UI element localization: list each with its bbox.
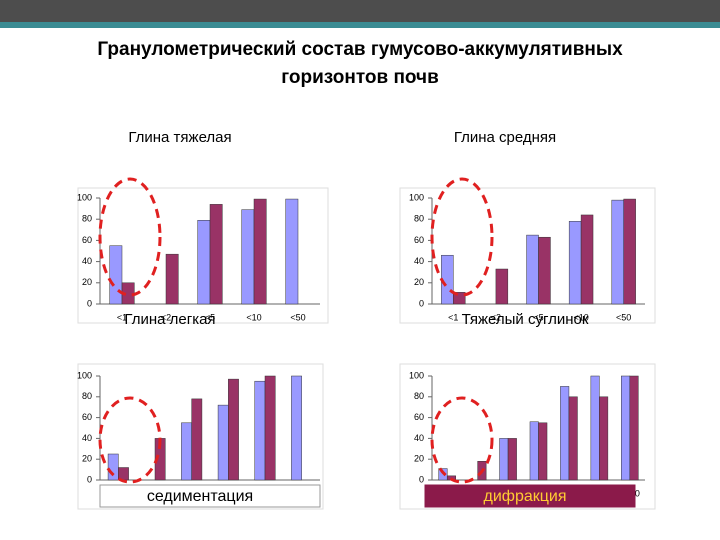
header-stripe: [0, 22, 720, 28]
y-tick-label: 100: [409, 192, 424, 202]
y-tick-label: 80: [82, 214, 92, 224]
bar: [526, 234, 539, 305]
y-tick-label: 80: [414, 391, 424, 401]
x-tick-label: <1: [117, 312, 127, 322]
y-tick-label: 20: [414, 277, 424, 287]
chart-title: Глина средняя: [454, 129, 556, 146]
chart-title: Глина тяжелая: [128, 129, 231, 146]
chart-title: Глина легкая: [124, 311, 215, 328]
y-tick-label: 20: [82, 454, 92, 464]
header-band: [0, 0, 720, 22]
y-tick-label: 100: [409, 370, 424, 380]
x-tick-label: <50: [616, 312, 631, 322]
annotation-box: [424, 484, 636, 508]
bar: [529, 421, 539, 481]
x-tick-label: <2: [491, 312, 501, 322]
bar: [264, 375, 276, 481]
y-tick-label: 40: [82, 256, 92, 266]
bar: [254, 380, 266, 481]
bar: [285, 198, 299, 305]
bar: [538, 422, 548, 481]
highlight: [430, 396, 494, 484]
y-tick-label: 60: [82, 412, 92, 422]
bar: [453, 292, 466, 305]
bar: [191, 398, 203, 481]
bar: [499, 438, 509, 481]
y-tick-label: 0: [419, 298, 424, 308]
y-tick-label: 100: [77, 192, 92, 202]
bar: [507, 438, 517, 481]
bar: [538, 236, 551, 305]
bar: [599, 396, 609, 481]
annotation: дифракция: [484, 488, 567, 505]
bar: [568, 221, 582, 305]
chart-title: Тяжелый суглинок: [462, 311, 589, 328]
bar: [107, 453, 119, 481]
bar: [495, 268, 509, 305]
y-tick-label: 0: [87, 298, 92, 308]
x-tick-label: <5: [205, 312, 215, 322]
y-tick-label: 40: [414, 256, 424, 266]
y-tick-label: 60: [414, 412, 424, 422]
highlight: [98, 396, 162, 484]
y-tick-label: 60: [414, 235, 424, 245]
bar: [109, 245, 123, 305]
y-tick-label: 40: [414, 433, 424, 443]
y-tick-label: 60: [82, 235, 92, 245]
bar: [621, 375, 631, 481]
x-tick-label: <1: [448, 312, 458, 322]
y-tick-label: 80: [414, 214, 424, 224]
bar: [253, 198, 267, 305]
x-tick-label: <10: [246, 312, 261, 322]
bar: [568, 396, 578, 481]
bar: [217, 404, 229, 481]
y-tick-label: 20: [414, 454, 424, 464]
bar: [560, 386, 570, 481]
x-tick-label: <2: [161, 312, 171, 322]
y-tick-label: 0: [87, 474, 92, 484]
x-tick-label: <10: [573, 312, 588, 322]
bar: [181, 422, 192, 481]
x-tick-label: <5: [533, 312, 543, 322]
bar: [241, 209, 255, 305]
bar: [629, 375, 639, 481]
bar: [165, 253, 179, 305]
bar: [590, 375, 600, 481]
bar: [580, 214, 594, 305]
y-tick-label: 0: [419, 474, 424, 484]
bar: [209, 204, 223, 305]
highlight: [98, 177, 162, 297]
y-tick-label: 80: [82, 391, 92, 401]
bar: [623, 198, 636, 305]
bar: [611, 199, 624, 305]
slide-title: горизонтов почв: [281, 67, 439, 88]
annotation-box: [99, 484, 321, 508]
bar: [291, 375, 302, 481]
slide-title: Гранулометрический состав гумусово-аккум…: [97, 39, 623, 60]
y-tick-label: 20: [82, 277, 92, 287]
annotation: седиментация: [147, 488, 253, 505]
x-tick-label: <50: [290, 312, 305, 322]
bar: [228, 378, 239, 481]
bar: [197, 220, 211, 305]
y-tick-label: 100: [77, 370, 92, 380]
y-tick-label: 40: [82, 433, 92, 443]
highlight: [430, 177, 494, 297]
